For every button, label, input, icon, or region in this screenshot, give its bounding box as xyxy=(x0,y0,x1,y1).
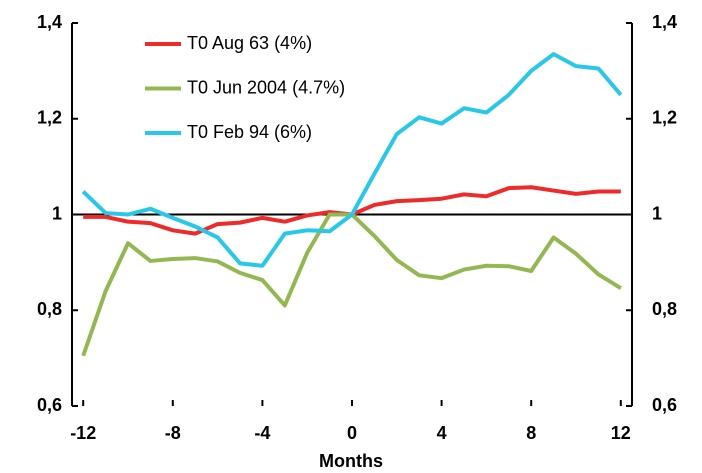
x-tick-label: 8 xyxy=(526,423,536,443)
x-tick-label: -12 xyxy=(70,423,96,443)
legend-label: T0 Feb 94 (6%) xyxy=(187,122,312,142)
series-line xyxy=(81,52,623,268)
y2-tick-label: 1,2 xyxy=(652,108,677,128)
y-tick-label: 0,8 xyxy=(37,299,62,319)
x-tick-label: 12 xyxy=(611,423,631,443)
series-line xyxy=(81,212,622,357)
x-axis-label: Months xyxy=(319,451,383,471)
y-tick-label: 1 xyxy=(52,203,62,223)
y-tick-label: 1,4 xyxy=(37,12,62,32)
y-tick-label: 0,6 xyxy=(37,395,62,415)
legend-label: T0 Aug 63 (4%) xyxy=(187,33,312,53)
legend-label: T0 Jun 2004 (4.7%) xyxy=(187,77,345,97)
y2-tick-label: 1,4 xyxy=(652,12,677,32)
y2-tick-label: 1 xyxy=(652,203,662,223)
y2-tick-label: 0,6 xyxy=(652,395,677,415)
y2-tick-label: 0,8 xyxy=(652,299,677,319)
x-tick-label: 4 xyxy=(437,423,447,443)
x-tick-label: 0 xyxy=(347,423,357,443)
y-tick-label: 1,2 xyxy=(37,108,62,128)
x-tick-label: -4 xyxy=(254,423,270,443)
x-tick-label: -8 xyxy=(165,423,181,443)
